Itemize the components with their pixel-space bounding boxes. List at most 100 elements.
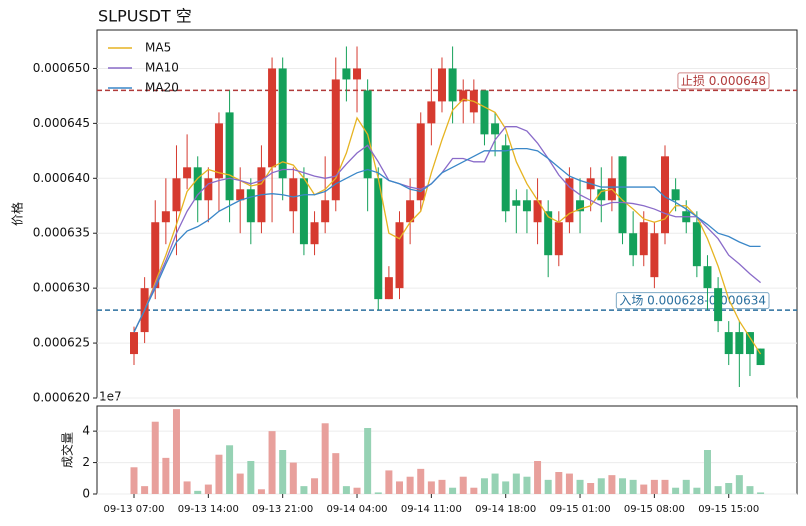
reference-label: 入场 0.000628-0.000634 xyxy=(615,292,770,310)
candle-body xyxy=(544,211,553,256)
volume-bar xyxy=(544,479,552,494)
candle-body xyxy=(161,211,170,223)
candle-body xyxy=(522,200,531,212)
volume-bar xyxy=(321,423,329,494)
reference-label-text: 止损 0.000648 xyxy=(681,74,766,88)
candle-body xyxy=(554,222,563,256)
volume-bar xyxy=(672,487,680,494)
candle-body xyxy=(745,332,754,355)
y-tick-label: 0.000630 xyxy=(33,281,90,295)
x-tick-label: 09-14 18:00 xyxy=(475,504,536,515)
volume-bar xyxy=(438,479,446,494)
volume-bar xyxy=(151,421,159,494)
volume-bar xyxy=(183,481,191,494)
volume-bar xyxy=(204,484,212,494)
candle-body xyxy=(448,68,457,102)
candle-body xyxy=(724,332,733,355)
candle-body xyxy=(735,332,744,355)
candle-body xyxy=(342,68,351,80)
volume-bar xyxy=(746,486,754,494)
candle-body xyxy=(459,90,468,102)
candle-body xyxy=(565,178,574,223)
candle-body xyxy=(183,167,192,179)
volume-bar xyxy=(226,445,234,494)
candle-body xyxy=(692,222,701,267)
volume-bar xyxy=(396,481,403,494)
chart-title: SLPUSDT 空 xyxy=(98,7,192,26)
candle-body xyxy=(703,266,712,289)
volume-bar xyxy=(703,450,711,494)
candle-body xyxy=(714,288,723,322)
volume-bar xyxy=(629,479,637,494)
y-tick-label: 0.000625 xyxy=(33,336,90,350)
volume-bar xyxy=(725,483,733,494)
candle-body xyxy=(310,222,319,245)
candle-body xyxy=(491,123,500,135)
ma-line xyxy=(133,126,761,333)
candle-body xyxy=(533,200,542,223)
volume-bar xyxy=(661,479,669,494)
candle-body xyxy=(384,277,393,300)
legend-label: MA20 xyxy=(145,81,179,95)
candle-body xyxy=(353,68,362,80)
legend-label: MA10 xyxy=(145,61,179,75)
candle-body xyxy=(480,90,489,135)
volume-bar xyxy=(247,461,255,494)
reference-label-text: 入场 0.000628-0.000634 xyxy=(619,294,766,308)
volume-bar xyxy=(374,492,382,494)
y-tick-label: 0.000635 xyxy=(33,226,90,240)
x-tick-label: 09-14 11:00 xyxy=(401,504,462,515)
volume-bar xyxy=(215,454,223,494)
x-tick-label: 09-15 08:00 xyxy=(624,504,685,515)
volume-bar xyxy=(608,475,616,494)
volume-bar xyxy=(172,409,180,494)
candle-body xyxy=(299,178,308,245)
volume-frame xyxy=(96,405,798,495)
volume-bar xyxy=(257,489,265,494)
y-tick-label: 0.000620 xyxy=(33,391,90,405)
candle-body xyxy=(597,189,606,201)
candle-body xyxy=(374,178,383,300)
volume-offset-label: 1e7 xyxy=(99,390,122,404)
candle-body xyxy=(204,178,213,201)
volume-bar xyxy=(342,486,350,494)
candle-body xyxy=(416,123,425,201)
volume-bar xyxy=(130,467,138,494)
candle-body xyxy=(671,189,680,201)
y-tick-label: 0.000650 xyxy=(33,61,90,75)
candle-body xyxy=(650,233,659,278)
volume-bar xyxy=(385,470,393,494)
candle-body xyxy=(278,68,287,179)
volume-bar xyxy=(523,476,531,494)
volume-bar xyxy=(427,481,435,494)
candle-body xyxy=(512,200,521,206)
volume-bar xyxy=(597,478,605,494)
x-tick-label: 09-13 07:00 xyxy=(103,504,164,515)
volume-bar xyxy=(534,461,542,494)
volume-bar xyxy=(162,457,170,494)
volume-bar xyxy=(491,473,499,494)
volume-bar xyxy=(268,431,276,494)
candle-body xyxy=(629,233,638,256)
candle-body xyxy=(395,222,404,289)
volume-bar xyxy=(289,462,297,494)
volume-bar xyxy=(757,492,765,494)
volume-bar xyxy=(735,475,743,494)
candle-body xyxy=(331,79,340,201)
volume-bar xyxy=(480,478,488,494)
volume-bar xyxy=(502,481,510,494)
y-tick-label: 0.000640 xyxy=(33,171,90,185)
candle-body xyxy=(756,348,765,366)
candle-body xyxy=(193,167,202,201)
volume-bar xyxy=(512,473,520,494)
x-tick-label: 09-14 04:00 xyxy=(326,504,387,515)
volume-bar xyxy=(459,476,467,494)
candle-body xyxy=(289,178,298,212)
volume-bar xyxy=(576,479,584,494)
candle-body xyxy=(427,101,436,124)
reference-label-box xyxy=(677,72,770,90)
volume-y-tick-label: 0 xyxy=(82,487,90,501)
candle-body xyxy=(214,123,223,179)
candle-body xyxy=(130,332,138,355)
